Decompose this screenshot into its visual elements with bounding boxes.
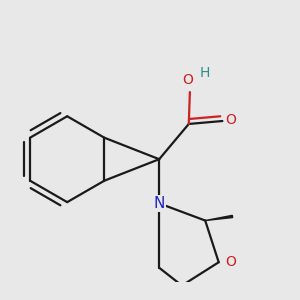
Text: O: O bbox=[182, 73, 193, 87]
Text: H: H bbox=[200, 66, 210, 80]
Text: O: O bbox=[226, 113, 236, 127]
Text: N: N bbox=[154, 196, 165, 211]
Text: N: N bbox=[154, 196, 165, 211]
Text: O: O bbox=[225, 255, 236, 269]
Polygon shape bbox=[205, 215, 233, 220]
